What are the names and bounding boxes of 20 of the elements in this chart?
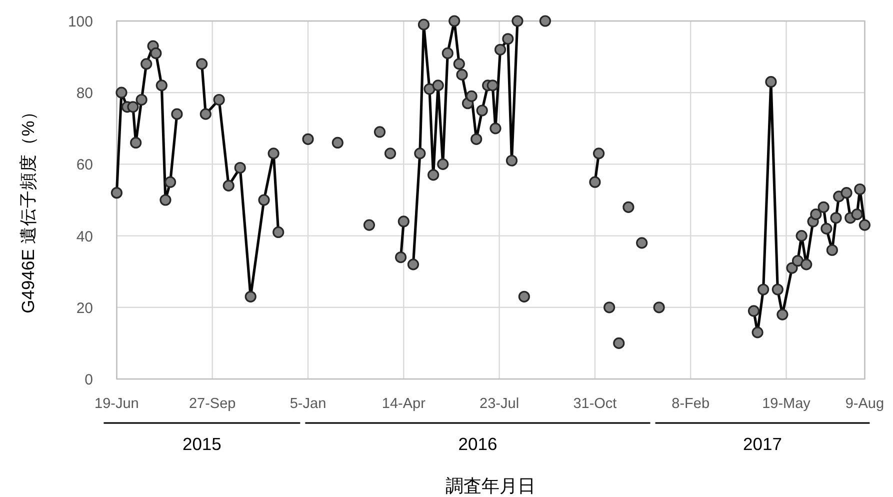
x-tick-label: 8-Feb: [672, 396, 710, 412]
y-tick-label: 100: [68, 14, 93, 30]
y-tick-label: 80: [76, 85, 93, 102]
text: 2016: [458, 434, 498, 454]
x-tick-label: 5-Jan: [290, 396, 326, 412]
x-tick-label: 23-Jul: [480, 396, 520, 412]
y-tick-label: 60: [76, 156, 93, 174]
x-tick-label: 19-May: [762, 396, 812, 412]
text: 2015: [182, 434, 222, 454]
y-tick-label: 0: [84, 372, 93, 388]
x-axis-title: 調査年月日: [446, 476, 536, 496]
y-tick-label: 20: [76, 300, 93, 317]
x-tick-label: 9-Aug: [845, 396, 884, 412]
x-tick-label: 31-Oct: [573, 396, 617, 412]
x-tick-label: 14-Apr: [382, 396, 426, 412]
y-axis-title: G4946E 遺伝子頻度（%）: [18, 102, 38, 314]
text: 2017: [743, 434, 782, 454]
x-tick-label: 19-Jun: [94, 396, 139, 412]
y-tick-label: 40: [76, 228, 93, 246]
x-tick-label: 27-Sep: [188, 396, 236, 412]
